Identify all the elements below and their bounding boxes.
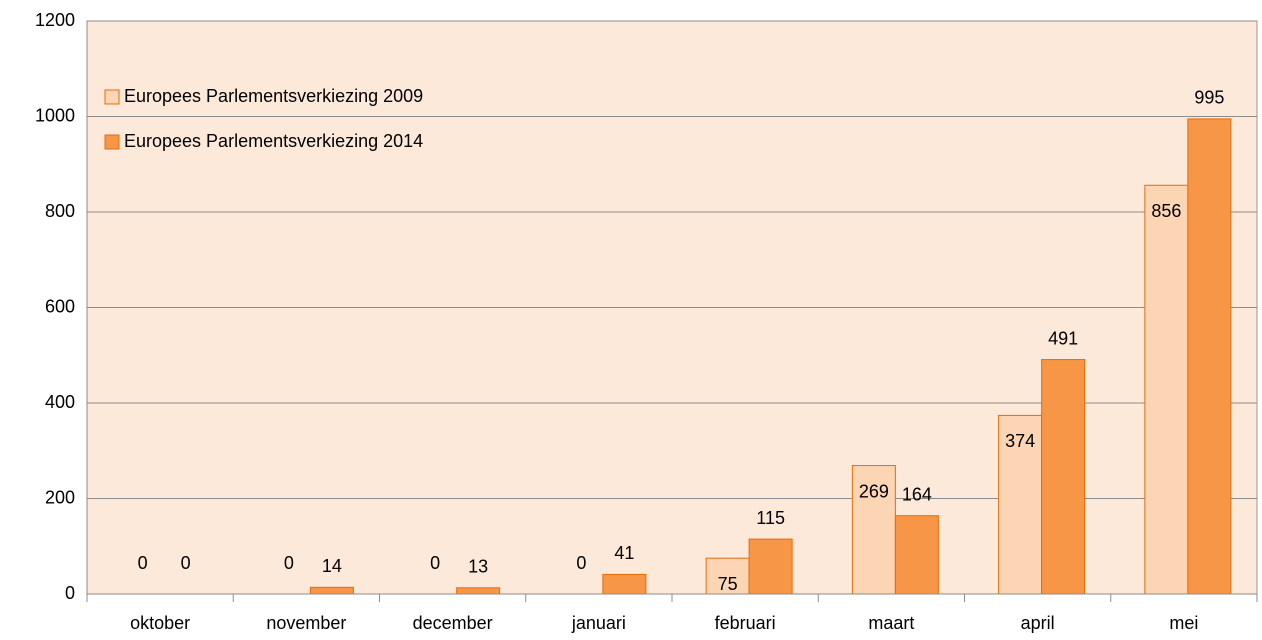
bar	[1144, 184, 1189, 595]
x-tick-label: april	[1021, 613, 1055, 633]
data-label: 41	[614, 543, 634, 563]
x-tick-label: februari	[715, 613, 776, 633]
bar	[851, 465, 896, 595]
bar	[602, 573, 647, 595]
data-label: 0	[181, 553, 191, 573]
x-tick-label: januari	[571, 613, 626, 633]
legend-label: Europees Parlementsverkiezing 2014	[124, 131, 423, 151]
x-tick-label: oktober	[130, 613, 190, 633]
data-label: 0	[430, 553, 440, 573]
bar	[1187, 118, 1232, 595]
data-label: 374	[1005, 431, 1035, 451]
bar	[705, 557, 750, 595]
y-tick-label: 400	[45, 392, 75, 412]
x-tick-label: december	[413, 613, 493, 633]
legend-swatch	[104, 134, 120, 150]
bar	[309, 586, 354, 595]
y-tick-label: 600	[45, 296, 75, 316]
data-label: 13	[468, 557, 488, 577]
data-label: 115	[756, 508, 785, 528]
x-tick-label: mei	[1169, 613, 1198, 633]
bar	[894, 515, 939, 595]
bar	[748, 538, 793, 595]
bar	[456, 587, 501, 595]
data-label: 856	[1151, 201, 1181, 221]
data-label: 0	[138, 553, 148, 573]
y-tick-label: 800	[45, 201, 75, 221]
data-label: 995	[1194, 88, 1224, 108]
bar	[1041, 359, 1086, 595]
x-tick-label: maart	[868, 613, 914, 633]
data-label: 164	[902, 484, 932, 504]
data-label: 14	[322, 556, 342, 576]
y-tick-label: 1000	[35, 105, 75, 125]
legend-label: Europees Parlementsverkiezing 2009	[124, 86, 423, 106]
data-label: 75	[718, 574, 738, 594]
data-label: 0	[576, 553, 586, 573]
legend-swatch	[104, 89, 120, 105]
data-label: 269	[859, 481, 889, 501]
data-label: 0	[284, 553, 294, 573]
y-tick-label: 200	[45, 487, 75, 507]
y-tick-label: 0	[65, 583, 75, 603]
data-label: 491	[1048, 328, 1078, 348]
y-tick-label: 1200	[35, 10, 75, 30]
x-tick-label: november	[266, 613, 346, 633]
